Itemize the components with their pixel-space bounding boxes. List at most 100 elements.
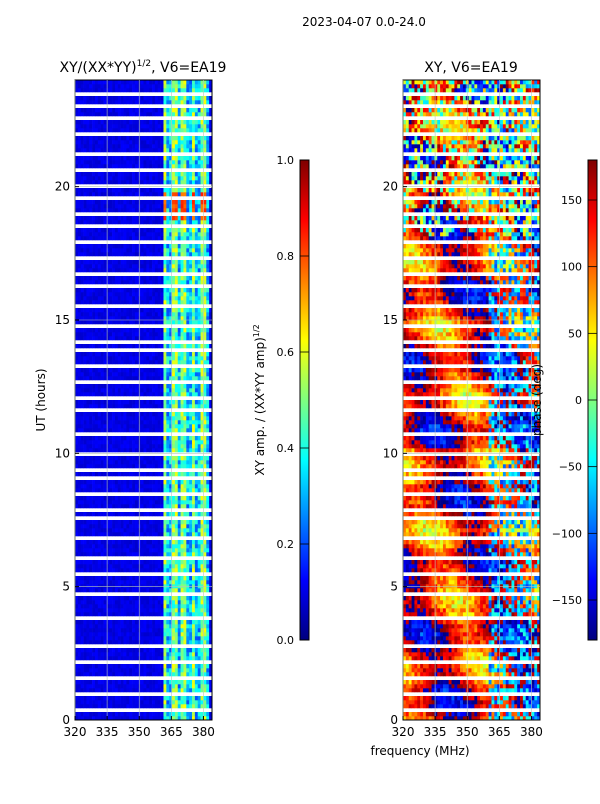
amplitude-cell [140,336,144,341]
amplitude-cell [180,620,184,625]
amplitude-cell [209,276,212,281]
amplitude-cell [192,356,196,361]
amplitude-cell [203,596,207,601]
amplitude-cell [109,652,113,657]
amplitude-cell [163,716,167,720]
amplitude-cell [206,392,210,397]
amplitude-cell [94,488,99,493]
amplitude-cell [180,208,184,213]
amplitude-cell [160,204,164,209]
amplitude-cell [117,228,121,233]
amplitude-cell [92,372,96,377]
amplitude-cell [109,480,113,485]
amplitude-cell [112,392,116,397]
amplitude-cell [197,236,201,241]
amplitude-cell [143,604,147,609]
amplitude-cell [186,412,190,417]
amplitude-cell [112,636,116,641]
amplitude-cell [186,596,190,601]
amplitude-cell [192,464,196,469]
amplitude-cell [126,668,130,673]
amplitude-cell [123,220,127,225]
amplitude-cell [169,260,173,265]
amplitude-cell [106,464,110,469]
amplitude-cell [197,472,201,477]
amplitude-cell [123,568,127,573]
amplitude-cell [206,176,210,181]
amplitude-cell [143,236,147,241]
amplitude-cell [134,280,139,285]
amplitude-cell [160,472,164,477]
amplitude-cell [203,404,207,409]
amplitude-cell [209,632,212,637]
amplitude-cell [86,352,90,357]
amplitude-cell [114,372,119,377]
amplitude-cell [140,308,144,313]
amplitude-cell [77,376,81,381]
amplitude-cell [126,388,130,393]
amplitude-cell [157,472,161,477]
amplitude-cell [189,248,193,253]
amplitude-cell [114,336,119,341]
amplitude-cell [172,232,176,237]
amplitude-cell [192,704,196,709]
amplitude-cell [123,488,127,493]
amplitude-cell [146,684,150,689]
amplitude-cell [157,400,161,405]
amplitude-cell [77,520,81,525]
amplitude-cell [157,204,161,209]
amplitude-cell [134,248,139,253]
amplitude-cell [80,672,84,677]
amplitude-cell [112,568,116,573]
amplitude-cell [83,204,87,209]
amplitude-cell [132,664,136,669]
amplitude-cell [100,292,104,297]
amplitude-cell [197,648,201,653]
amplitude-cell [120,232,124,237]
amplitude-cell [77,548,81,553]
amplitude-cell [143,172,147,177]
amplitude-cell [112,548,116,553]
amplitude-cell [180,180,184,185]
amplitude-cell [106,512,110,517]
amplitude-cell [186,336,190,341]
amplitude-cell [169,276,173,281]
amplitude-cell [92,388,96,393]
amplitude-cell [174,652,179,657]
amplitude-cell [157,620,161,625]
amplitude-cell [94,564,99,569]
amplitude-cell [203,552,207,557]
amplitude-cell [163,628,167,633]
amplitude-cell [177,504,181,509]
amplitude-cell [189,588,193,593]
amplitude-cell [83,296,87,301]
amplitude-cell [77,176,81,181]
amplitude-cell [103,632,107,637]
amplitude-cell [177,260,181,265]
amplitude-cell [180,400,184,405]
amplitude-cell [126,252,130,257]
amplitude-cell [166,532,170,537]
amplitude-cell [160,176,164,181]
amplitude-cell [160,464,164,469]
amplitude-cell [152,368,156,373]
amplitude-cell [174,360,179,365]
amplitude-cell [183,704,187,709]
amplitude-cell [152,276,156,281]
amplitude-cell [177,696,181,701]
amplitude-cell [154,312,159,317]
amplitude-cell [109,484,113,489]
amplitude-cell [129,180,133,185]
amplitude-cell [117,608,121,613]
amplitude-cell [166,604,170,609]
amplitude-cell [203,520,207,525]
amplitude-cell [186,560,190,565]
amplitude-cell [109,200,113,205]
amplitude-cell [94,584,99,589]
amplitude-cell [129,388,133,393]
amplitude-cell [126,640,130,645]
amplitude-cell [103,436,107,441]
amplitude-cell [174,280,179,285]
amplitude-cell [180,696,184,701]
amplitude-cell [123,496,127,501]
